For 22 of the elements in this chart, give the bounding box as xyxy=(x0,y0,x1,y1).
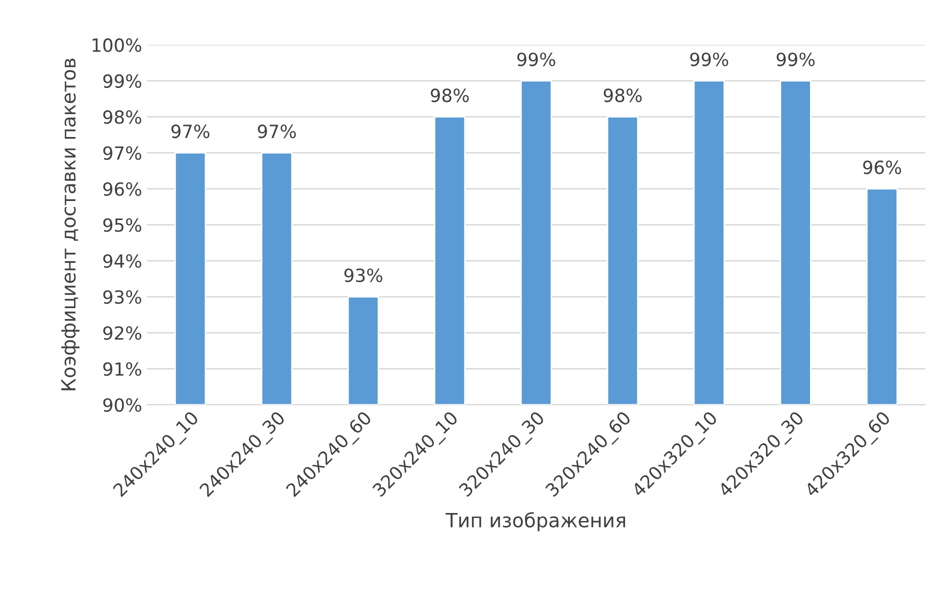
y-tick-label: 99% xyxy=(103,74,142,88)
data-label: 98% xyxy=(430,88,469,102)
data-label: 99% xyxy=(690,52,728,66)
data-label: 99% xyxy=(517,52,556,66)
y-tick-label: 91% xyxy=(103,362,142,376)
x-axis-title: Тип изображения xyxy=(446,512,626,532)
y-tick-label: 95% xyxy=(103,218,142,232)
data-label: 97% xyxy=(171,124,210,138)
y-tick-label: 92% xyxy=(103,326,142,340)
data-label: 98% xyxy=(604,88,642,102)
y-tick-label: 97% xyxy=(103,146,142,160)
y-tick-label: 98% xyxy=(103,110,142,124)
y-tick-label: 93% xyxy=(103,290,142,304)
data-label: 97% xyxy=(258,124,296,138)
y-tick-label: 100% xyxy=(92,38,142,52)
y-axis-title: Коэффициент доставки пакетов xyxy=(61,58,80,390)
data-label: 99% xyxy=(776,52,815,66)
data-label: 93% xyxy=(344,268,382,282)
data-label: 96% xyxy=(863,160,902,174)
y-tick-label: 94% xyxy=(103,254,142,268)
y-tick-label: 96% xyxy=(103,182,142,196)
y-tick-label: 90% xyxy=(103,398,142,412)
